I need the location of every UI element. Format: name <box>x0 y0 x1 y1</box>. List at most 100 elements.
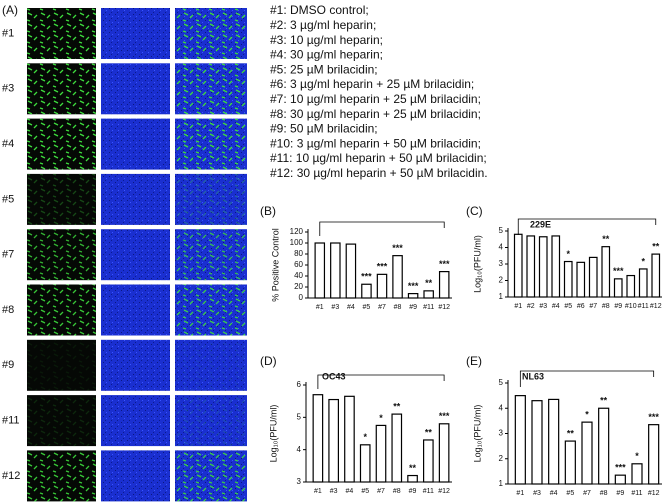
chart-title: OC43 <box>322 371 346 381</box>
legend-line: #6: 3 µg/ml heparin + 25 µM brilacidin; <box>270 77 474 91</box>
legend-line: #8: 30 µg/ml heparin + 25 µM brilacidin; <box>270 107 481 121</box>
bar <box>359 444 371 483</box>
row-label: #7 <box>2 249 14 261</box>
image-green <box>27 63 96 115</box>
legend-line: #1: DMSO control; <box>270 3 369 17</box>
significance: * <box>641 256 645 266</box>
row-label: #4 <box>2 138 14 150</box>
x-tick-label: #8 <box>600 490 608 497</box>
significance: *** <box>615 463 626 473</box>
significance: ** <box>425 278 433 288</box>
image-merge <box>175 395 247 447</box>
x-tick-label: #9 <box>409 488 417 495</box>
bar <box>651 253 661 298</box>
image-merge <box>175 450 247 502</box>
image-blue <box>101 63 170 115</box>
bar <box>392 255 403 299</box>
x-tick-label: #7 <box>378 304 386 311</box>
bar <box>626 274 636 298</box>
x-tick-label: #7 <box>589 303 597 310</box>
bar <box>407 474 418 483</box>
image-merge <box>175 118 247 170</box>
x-tick-label: #12 <box>438 304 450 311</box>
bar <box>391 413 403 483</box>
x-tick-label: #3 <box>330 488 338 495</box>
significance: *** <box>439 411 450 421</box>
bar <box>588 256 598 298</box>
legend-line: #11: 10 µg/ml heparin + 50 µM brilacidin… <box>270 151 487 165</box>
x-tick-label: #5 <box>363 304 371 311</box>
x-tick-label: #7 <box>583 490 591 497</box>
x-tick-label: #5 <box>566 490 574 497</box>
y-tick-label: 1 <box>499 292 504 301</box>
bar <box>531 400 543 485</box>
bar <box>375 424 387 483</box>
y-axis-label: % Positive Control <box>270 228 280 302</box>
bar <box>438 271 450 299</box>
bar <box>328 398 339 483</box>
bar <box>648 424 660 485</box>
bar <box>423 439 434 483</box>
row-label: #3 <box>2 83 14 95</box>
bar <box>548 398 560 485</box>
legend-line: #9: 50 µM brilacidin; <box>270 122 378 136</box>
image-merge <box>175 284 247 336</box>
bracket <box>317 374 445 389</box>
significance: ** <box>602 234 610 244</box>
legend-line: #7: 10 µg/ml heparin + 25 µM brilacidin; <box>270 92 481 106</box>
bar <box>551 235 561 298</box>
bar <box>376 273 388 299</box>
significance: ** <box>425 427 433 437</box>
y-axis-label: Log₁₀(PFU/ml) <box>472 235 482 293</box>
image-green <box>27 339 96 391</box>
row-label: #8 <box>2 304 14 316</box>
image-blue <box>101 118 170 170</box>
image-merge <box>175 173 247 225</box>
x-tick-label: #10 <box>625 303 637 310</box>
y-tick-label: 80 <box>294 249 303 258</box>
x-tick-label: #4 <box>550 490 558 497</box>
chart-title: NL63 <box>522 371 544 381</box>
x-tick-label: #1 <box>514 303 522 310</box>
image-blue <box>101 8 170 59</box>
bar <box>564 440 576 485</box>
x-tick-label: #3 <box>331 304 339 311</box>
x-tick-label: #11 <box>638 303 649 310</box>
x-tick-label: #4 <box>346 488 354 495</box>
y-tick-label: 4 <box>499 243 504 252</box>
y-tick-label: 60 <box>294 260 303 269</box>
y-tick-label: 1 <box>499 479 504 488</box>
significance: *** <box>392 243 403 253</box>
significance: *** <box>361 272 372 282</box>
significance: ** <box>393 401 401 411</box>
significance: *** <box>408 281 419 291</box>
x-tick-label: #8 <box>602 303 610 310</box>
significance: * <box>566 249 570 259</box>
row-label: #11 <box>2 415 20 427</box>
x-tick-label: #2 <box>527 303 535 310</box>
bar <box>526 235 536 298</box>
image-merge <box>175 63 247 115</box>
image-green <box>27 118 96 170</box>
significance: ** <box>600 396 608 406</box>
x-tick-label: #11 <box>423 488 434 495</box>
significance: ** <box>652 241 660 251</box>
legend-line: #10: 3 µg/ml heparin + 50 µM brilacidin; <box>270 136 481 150</box>
image-blue <box>101 229 170 281</box>
row-label: #9 <box>2 359 14 371</box>
bar <box>601 246 611 298</box>
x-tick-label: #11 <box>631 490 642 497</box>
x-tick-label: #9 <box>409 304 417 311</box>
x-tick-label: #9 <box>614 303 622 310</box>
bar <box>614 474 626 485</box>
image-green <box>27 284 96 336</box>
significance: *** <box>439 259 450 269</box>
panel-label: (E) <box>466 354 482 368</box>
image-blue <box>101 395 170 447</box>
y-tick-label: 4 <box>297 445 302 454</box>
y-tick-label: 100 <box>290 238 304 247</box>
bar <box>314 242 326 299</box>
bar <box>344 395 355 483</box>
x-tick-label: #5 <box>564 303 572 310</box>
